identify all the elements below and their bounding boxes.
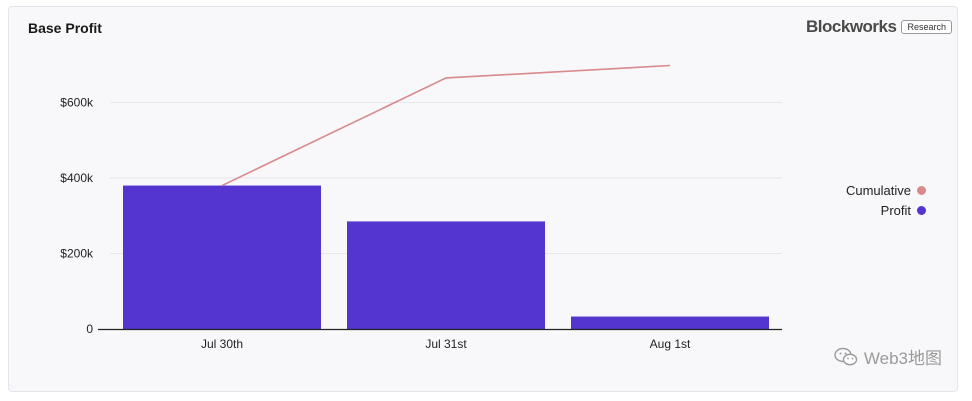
- watermark-text: Web3地图: [863, 349, 942, 368]
- bar-jul-31st[interactable]: [347, 221, 545, 329]
- bar-aug-1st[interactable]: [571, 316, 769, 329]
- y-tick-label: $200k: [60, 247, 94, 261]
- chart-title: Base Profit: [28, 20, 102, 36]
- legend-label-cumulative: Cumulative: [845, 182, 911, 198]
- y-tick-label: $600k: [60, 96, 94, 110]
- brand-name: Blockworks: [806, 17, 897, 36]
- x-tick-label: Aug 1st: [650, 337, 691, 351]
- y-axis-labels: 0 $200k $400k $600k: [60, 96, 94, 337]
- bar-jul-30th[interactable]: [123, 185, 321, 329]
- legend-label-profit: Profit: [880, 202, 911, 218]
- cumulative-line: [221, 64, 671, 187]
- y-tick-label: $400k: [60, 171, 94, 185]
- watermark: Web3地图: [834, 344, 942, 369]
- legend-item-profit[interactable]: Profit: [846, 200, 926, 220]
- legend-dot-cumulative: [917, 185, 926, 195]
- brand-logo: Blockworks Research: [806, 17, 952, 37]
- legend-dot-profit: [917, 205, 926, 215]
- x-axis-labels: Jul 30th Jul 31st Aug 1st: [201, 337, 691, 351]
- y-tick-label: 0: [86, 322, 93, 336]
- brand-tag: Research: [901, 20, 952, 34]
- bars: [123, 185, 769, 329]
- wechat-icon: [834, 347, 858, 367]
- legend: Cumulative Profit: [846, 180, 926, 220]
- x-tick-label: Jul 31st: [425, 337, 467, 351]
- legend-item-cumulative[interactable]: Cumulative: [846, 180, 926, 200]
- x-tick-label: Jul 30th: [201, 337, 243, 351]
